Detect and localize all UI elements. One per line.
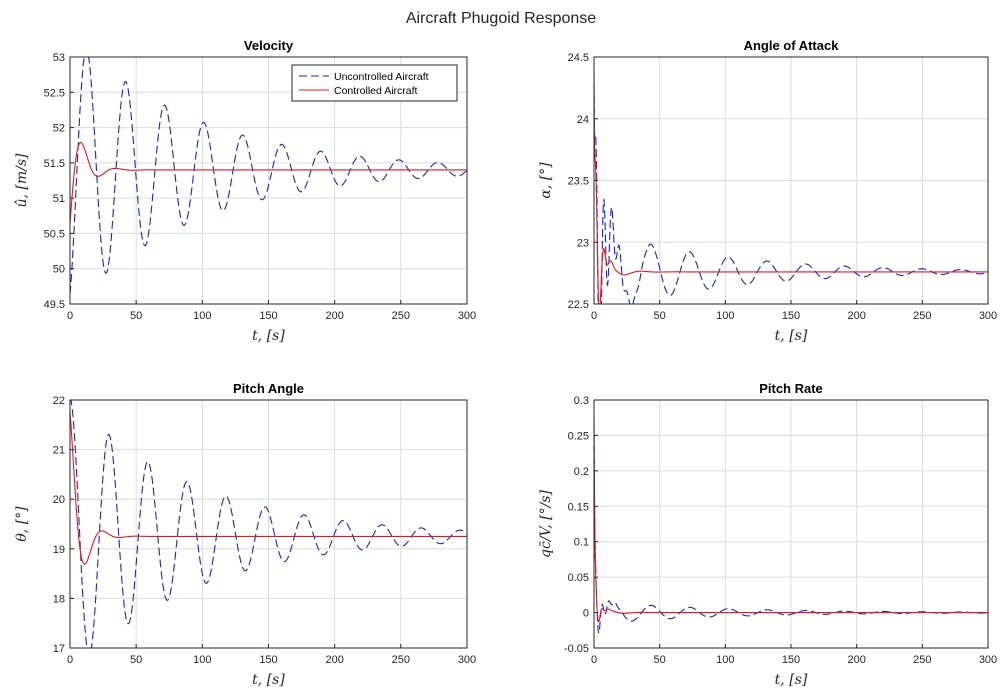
x-tick-label: 300: [458, 310, 476, 322]
y-tick-label: 22: [53, 395, 65, 407]
legend-entry: Controlled Aircraft: [334, 85, 418, 97]
y-tick-label: 23: [577, 237, 589, 249]
figure-title: Aircraft Phugoid Response: [406, 10, 596, 27]
y-tick-label: 22.5: [568, 299, 589, 311]
x-tick-label: 50: [130, 654, 142, 666]
x-tick-label: 100: [193, 654, 211, 666]
x-tick-label: 50: [654, 310, 666, 322]
y-tick-label: 0.1: [574, 537, 589, 549]
x-tick-label: 0: [67, 654, 73, 666]
legend-entry: Uncontrolled Aircraft: [334, 71, 429, 83]
x-tick-label: 50: [130, 310, 142, 322]
x-tick-label: 250: [913, 654, 931, 666]
y-tick-label: 0.05: [568, 572, 589, 584]
series-line-controlled: [594, 421, 988, 623]
y-tick-label: 50.5: [44, 228, 65, 240]
y-tick-label: 0: [583, 608, 589, 620]
x-tick-label: 200: [325, 654, 343, 666]
series-line-uncontrolled: [70, 57, 467, 294]
x-tick-label: 50: [654, 654, 666, 666]
y-axis-label: α, [°]: [538, 162, 554, 199]
y-tick-label: 0.3: [574, 395, 589, 407]
x-tick-label: 150: [782, 654, 800, 666]
y-tick-label: 0.25: [568, 430, 589, 442]
y-tick-label: 53: [53, 52, 65, 64]
x-tick-label: 200: [847, 654, 865, 666]
y-tick-label: 0.15: [568, 501, 589, 513]
y-tick-label: 52: [53, 123, 65, 135]
x-axis-label: t, [s]: [775, 328, 808, 344]
y-tick-label: 23.5: [568, 176, 589, 188]
series-line-uncontrolled: [70, 400, 467, 648]
x-tick-label: 250: [913, 310, 931, 322]
x-tick-label: 200: [325, 310, 343, 322]
y-tick-label: 18: [53, 593, 65, 605]
series-line-controlled: [70, 412, 467, 565]
subplot-title: Pitch Angle: [233, 381, 304, 396]
y-tick-label: 24.5: [568, 52, 589, 64]
subplot-3: 0 50 100 150 200 250 300 17 18 19 20 21 22 Pitch Angl…: [14, 381, 476, 688]
y-tick-label: 21: [53, 445, 65, 457]
x-tick-label: 300: [979, 654, 997, 666]
subplot-4: 0 50 100 150 200 250 300-0.0500.050.10.150.20.…: [538, 381, 997, 688]
y-tick-label: 51: [53, 193, 65, 205]
x-tick-label: 150: [259, 310, 277, 322]
x-tick-label: 100: [716, 654, 734, 666]
subplot-title: Velocity: [244, 38, 294, 53]
subplot-1: 0 50 100 150 200 250 300 49.5 50 50.5 51 51.5 52 52.5…: [14, 38, 476, 344]
x-tick-label: 250: [392, 654, 410, 666]
x-tick-label: 300: [458, 654, 476, 666]
x-tick-label: 100: [716, 310, 734, 322]
x-tick-label: 300: [979, 310, 997, 322]
series-line-uncontrolled: [594, 421, 988, 635]
subplot-title: Angle of Attack: [744, 38, 840, 53]
y-tick-label: 19: [53, 544, 65, 556]
x-tick-label: 0: [591, 310, 597, 322]
x-tick-label: 150: [259, 654, 277, 666]
y-tick-label: 24: [577, 114, 589, 126]
series-line-controlled: [70, 142, 467, 225]
x-axis-label: t, [s]: [252, 328, 285, 344]
y-tick-label: -0.05: [564, 643, 589, 655]
x-tick-label: 150: [782, 310, 800, 322]
y-axis-label: θ, [°]: [14, 506, 30, 542]
subplot-grid: 0 50 100 150 200 250 30049.55050.55151.55252.5…: [14, 38, 997, 688]
legend: Uncontrolled Aircraft Controlled Aircraft: [291, 64, 458, 102]
subplot-title: Pitch Rate: [759, 381, 823, 396]
x-axis-label: t, [s]: [252, 672, 285, 688]
y-tick-label: 0.2: [574, 466, 589, 478]
x-tick-label: 250: [392, 310, 410, 322]
y-tick-label: 52.5: [44, 87, 65, 99]
series-line-uncontrolled: [594, 70, 988, 304]
legend-box: [291, 64, 458, 102]
y-tick-label: 20: [53, 494, 65, 506]
x-axis-label: t, [s]: [775, 672, 808, 688]
x-tick-label: 0: [67, 310, 73, 322]
y-tick-label: 49.5: [44, 299, 65, 311]
subplot-2: 0 50 100 150 200 250 300 22.5 23 23.5 24 24.5 Angle …: [538, 38, 997, 344]
x-tick-label: 0: [591, 654, 597, 666]
y-tick-label: 17: [53, 643, 65, 655]
y-axis-label: û, [m/s]: [14, 153, 30, 208]
y-axis-label: qc̄/V, [°/s]: [538, 490, 554, 558]
x-tick-label: 200: [847, 310, 865, 322]
y-tick-label: 50: [53, 264, 65, 276]
x-tick-label: 100: [193, 310, 211, 322]
series-line-controlled: [594, 86, 988, 304]
y-tick-label: 51.5: [44, 158, 65, 170]
